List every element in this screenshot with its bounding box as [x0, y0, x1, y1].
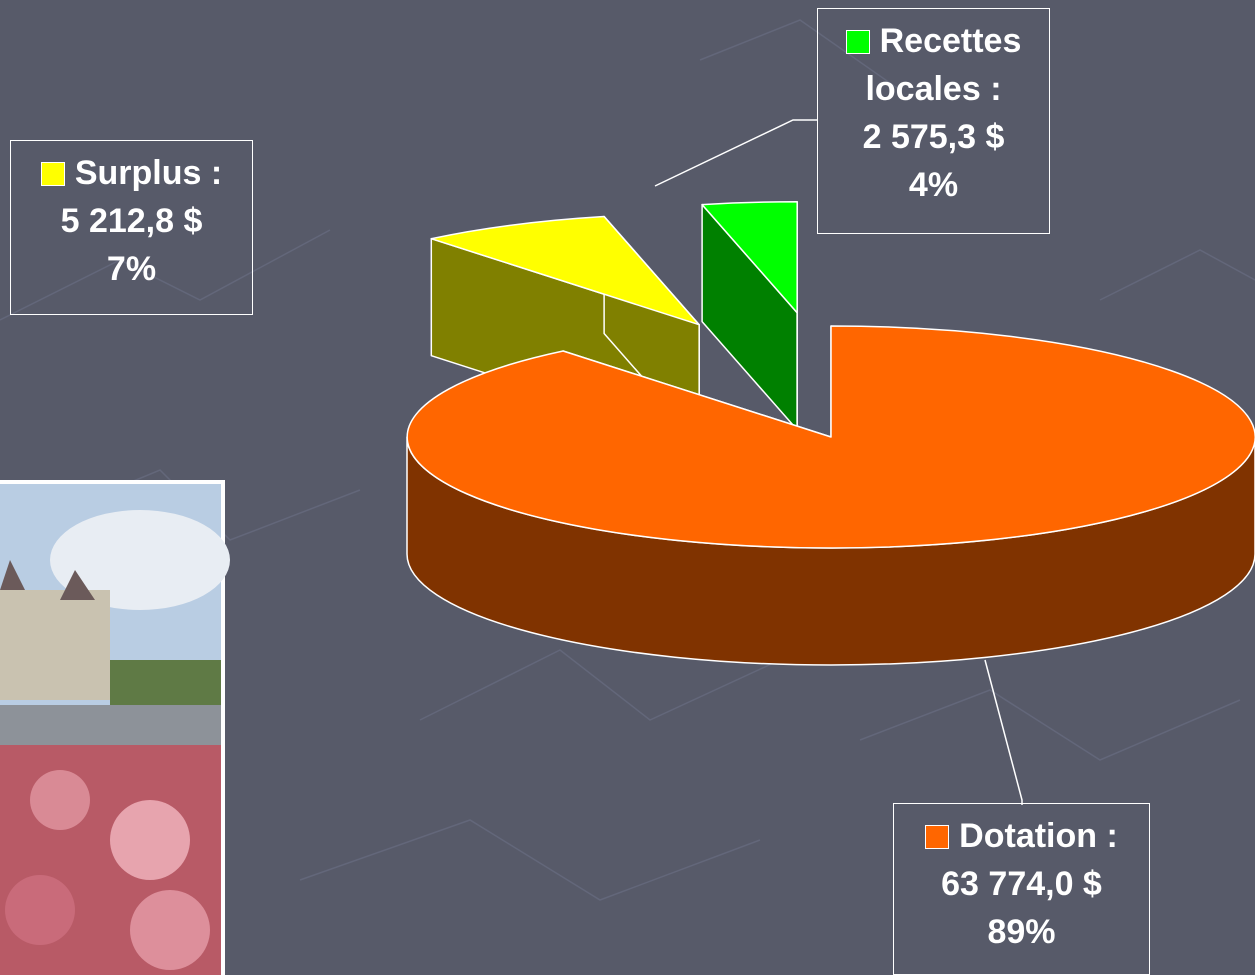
label-category-line: Dotation :	[904, 812, 1139, 860]
legend-swatch	[925, 825, 949, 849]
percent-label: 7%	[21, 245, 242, 293]
value-label: 2 575,3 $	[828, 113, 1039, 161]
data-label: Surplus : 5 212,8 $7%	[10, 140, 253, 315]
value-label: 5 212,8 $	[21, 197, 242, 245]
slice	[407, 326, 1255, 548]
percent-label: 4%	[828, 161, 1039, 209]
category-label: Surplus :	[75, 154, 222, 192]
legend-swatch	[846, 30, 870, 54]
label-category-line: Recettes locales :	[828, 17, 1039, 113]
legend-swatch	[41, 162, 65, 186]
category-label: Recettes locales :	[865, 22, 1021, 108]
leader-line	[985, 660, 1022, 805]
data-label: Dotation : 63 774,0 $89%	[893, 803, 1150, 975]
category-label: Dotation :	[959, 817, 1118, 855]
slide: (() => { const data = JSON.parse(documen…	[0, 0, 1255, 975]
label-category-line: Surplus :	[21, 149, 242, 197]
percent-label: 89%	[904, 908, 1139, 956]
data-label: Recettes locales : 2 575,3 $4%	[817, 8, 1050, 234]
value-label: 63 774,0 $	[904, 860, 1139, 908]
photo	[0, 480, 230, 975]
leader-line	[655, 120, 817, 186]
